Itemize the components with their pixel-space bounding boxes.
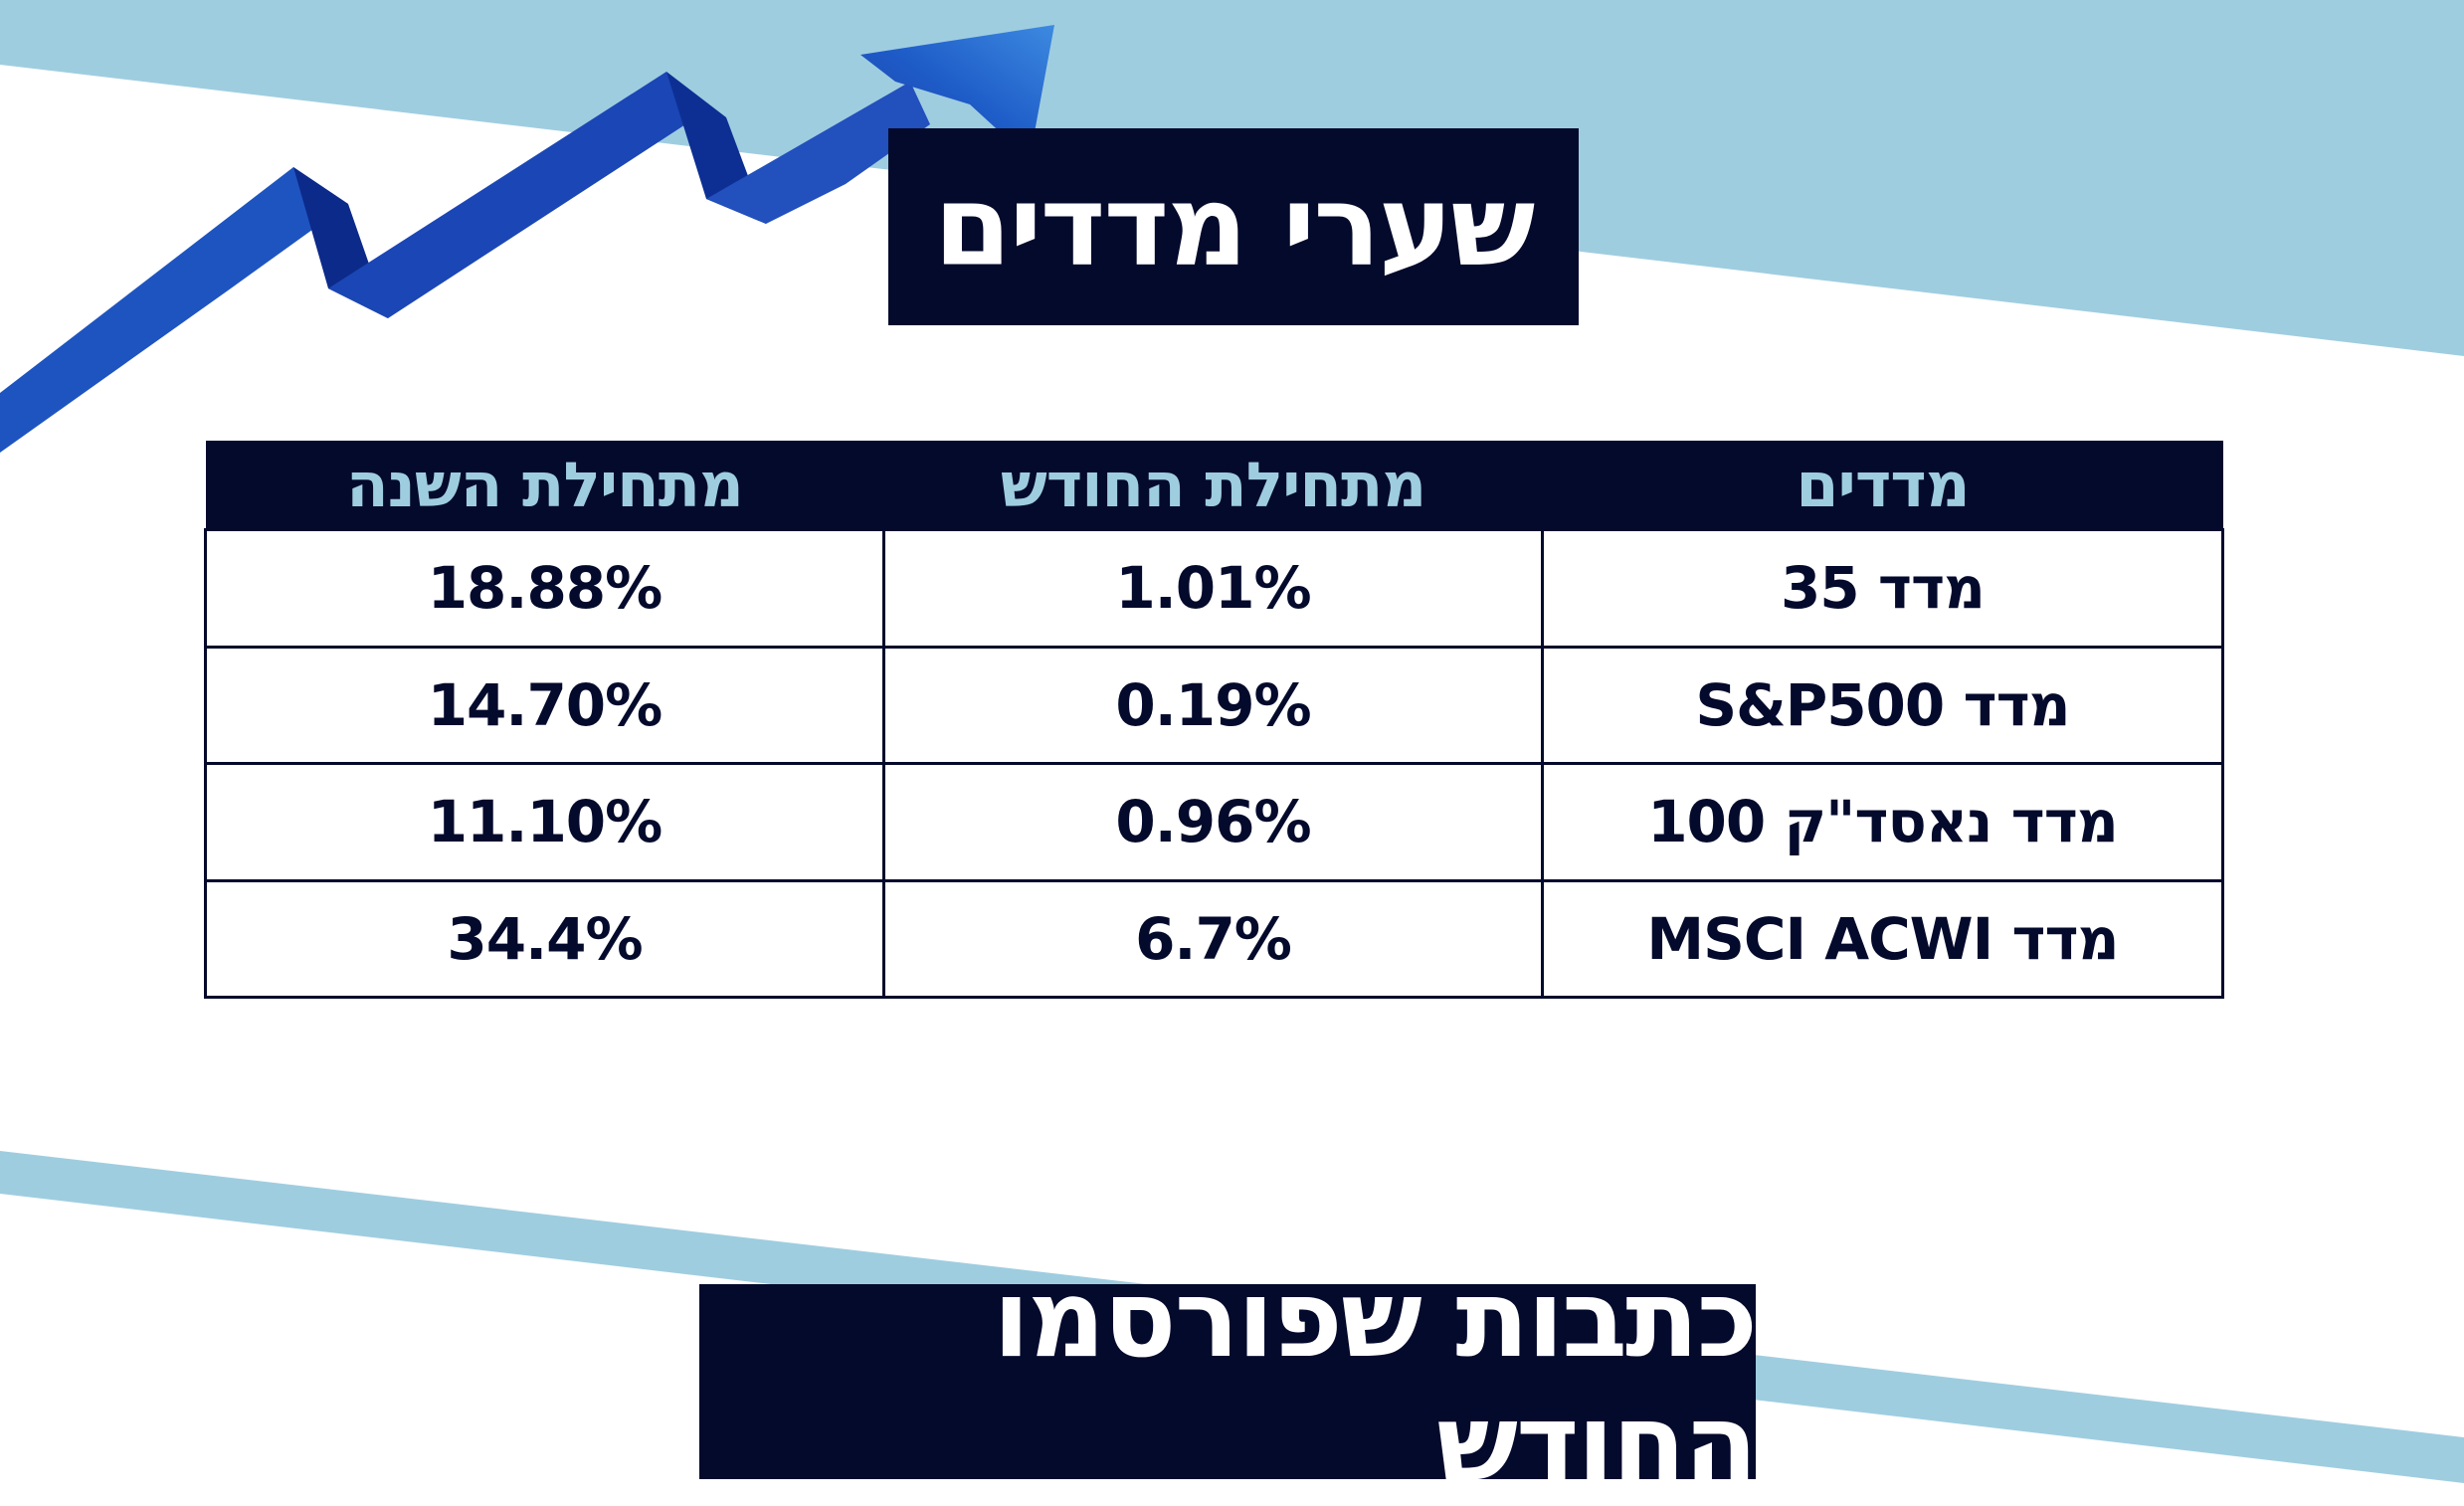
table-row: מדד 35 1.01% 18.88% <box>204 528 2224 649</box>
year-change-cell: 11.10% <box>204 762 885 882</box>
month-change-cell: 0.96% <box>882 762 1544 882</box>
index-name-cell: מדד S&P500 <box>1541 645 2224 765</box>
articles-section-title: כתבות שפורסמו החודש <box>699 1257 1758 1506</box>
month-change-cell: 0.19% <box>882 645 1544 765</box>
column-header-month-start: מתחילת החודש <box>883 441 1543 530</box>
month-change-cell: 6.7% <box>882 878 1544 999</box>
table-row: מדד S&P500 0.19% 14.70% <box>204 645 2224 765</box>
year-change-cell: 14.70% <box>204 645 885 765</box>
index-name-cell: מדד 35 <box>1541 528 2224 649</box>
year-change-cell: 18.88% <box>204 528 885 649</box>
indices-table: מדדים מתחילת החודש מתחילת השנה מדד 35 1.… <box>204 441 2224 999</box>
column-header-indices: מדדים <box>1542 441 2223 530</box>
column-header-year-start: מתחילת השנה <box>205 441 884 530</box>
page-title: שערי מדדים <box>888 128 1579 325</box>
year-change-cell: 34.4% <box>204 878 885 999</box>
table-row: מדד נאסד"ק 100 0.96% 11.10% <box>204 762 2224 882</box>
trend-up-arrow-icon <box>0 25 1054 453</box>
index-name-cell: מדד MSCI ACWI <box>1541 878 2224 999</box>
month-change-cell: 1.01% <box>882 528 1544 649</box>
table-row: מדד MSCI ACWI 6.7% 34.4% <box>204 878 2224 999</box>
table-header-row: מדדים מתחילת החודש מתחילת השנה <box>205 441 2223 530</box>
index-name-cell: מדד נאסד"ק 100 <box>1541 762 2224 882</box>
